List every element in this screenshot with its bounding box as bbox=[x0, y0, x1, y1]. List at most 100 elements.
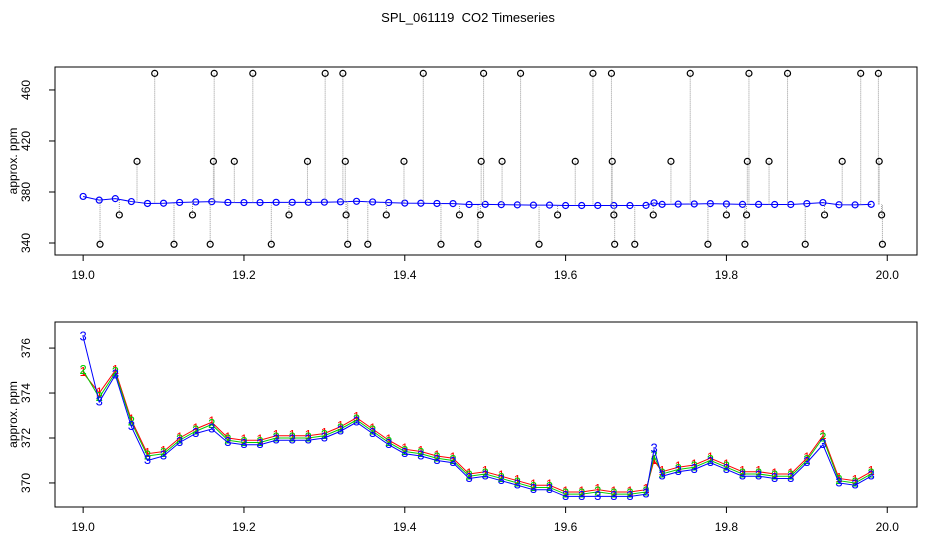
point-marker: 3 bbox=[417, 447, 424, 462]
point-marker: 3 bbox=[401, 445, 408, 460]
point bbox=[143, 199, 152, 208]
point bbox=[115, 211, 123, 219]
point-marker: 1 bbox=[691, 456, 698, 471]
point-marker: 1 bbox=[240, 432, 247, 447]
point bbox=[867, 200, 875, 208]
point bbox=[230, 157, 238, 165]
point-marker: 1 bbox=[385, 432, 392, 447]
point-marker: 2 bbox=[530, 479, 537, 494]
point bbox=[594, 201, 602, 210]
x-tick-label: 20.0 bbox=[876, 520, 900, 534]
point bbox=[741, 240, 749, 248]
point-marker: 3 bbox=[482, 468, 489, 483]
point-marker: 2 bbox=[610, 486, 617, 501]
point bbox=[321, 69, 329, 77]
point bbox=[303, 157, 312, 165]
point-marker: 3 bbox=[240, 436, 247, 451]
point bbox=[224, 198, 232, 207]
point-marker: 3 bbox=[273, 432, 280, 447]
point bbox=[608, 157, 616, 165]
point-marker: 3 bbox=[787, 470, 794, 485]
point-marker: 3 bbox=[530, 481, 537, 496]
point-marker: 3 bbox=[289, 432, 296, 447]
point-marker: 2 bbox=[305, 429, 312, 444]
point-marker: 1 bbox=[144, 445, 151, 460]
point bbox=[838, 157, 846, 165]
point-marker: 1 bbox=[449, 450, 456, 465]
point bbox=[417, 199, 425, 207]
point bbox=[851, 201, 859, 209]
point bbox=[79, 192, 87, 201]
point-marker: 3 bbox=[208, 420, 215, 435]
point bbox=[674, 200, 682, 208]
point bbox=[742, 211, 751, 219]
point bbox=[272, 198, 280, 206]
point-marker: 1 bbox=[578, 483, 585, 498]
point-marker: 3 bbox=[337, 423, 344, 438]
y-tick-label: 380 bbox=[19, 182, 33, 202]
point bbox=[385, 198, 393, 207]
point-marker: 3 bbox=[449, 454, 456, 469]
y-tick-label: 370 bbox=[19, 473, 33, 493]
point-marker: 2 bbox=[417, 445, 424, 460]
point bbox=[401, 199, 409, 207]
point bbox=[783, 69, 792, 77]
x-tick-label: 19.0 bbox=[71, 268, 95, 282]
point-marker: 3 bbox=[224, 434, 231, 449]
plot-frame bbox=[54, 321, 918, 508]
point-marker: 1 bbox=[707, 450, 714, 465]
point-marker: 2 bbox=[369, 423, 376, 438]
point-marker: 1 bbox=[401, 441, 408, 456]
point bbox=[704, 240, 712, 248]
point bbox=[188, 211, 197, 219]
y-tick-label: 374 bbox=[19, 383, 33, 403]
point-marker: 1 bbox=[498, 468, 505, 483]
point-marker: 3 bbox=[755, 468, 762, 483]
point-marker: 2 bbox=[819, 429, 826, 444]
point bbox=[170, 240, 178, 248]
point bbox=[649, 211, 657, 219]
point bbox=[722, 200, 731, 208]
point-marker: 2 bbox=[626, 486, 633, 501]
point bbox=[369, 198, 377, 206]
point-marker: 3 bbox=[707, 454, 714, 469]
point-marker: 3 bbox=[723, 461, 730, 476]
point-marker: 2 bbox=[642, 483, 649, 498]
point-marker: 3 bbox=[626, 488, 633, 503]
point-marker: 2 bbox=[128, 414, 135, 429]
point-marker: 2 bbox=[240, 434, 247, 449]
point-marker: 3 bbox=[353, 414, 360, 429]
x-tick-label: 19.0 bbox=[71, 520, 95, 534]
y-axis-label: approx. ppm bbox=[6, 128, 20, 195]
series-line bbox=[83, 195, 872, 207]
point bbox=[479, 69, 488, 77]
point bbox=[690, 200, 698, 208]
y-tick-label: 460 bbox=[19, 80, 33, 100]
point-marker: 1 bbox=[851, 472, 858, 487]
point bbox=[382, 211, 390, 219]
point bbox=[878, 240, 887, 248]
point-marker: 2 bbox=[80, 362, 87, 377]
y-tick-label: 376 bbox=[19, 338, 33, 358]
plot-frame bbox=[54, 66, 918, 256]
point bbox=[497, 201, 505, 209]
point bbox=[336, 198, 345, 206]
point-marker: 2 bbox=[144, 447, 151, 462]
point bbox=[874, 69, 883, 77]
point-marker: 2 bbox=[224, 432, 231, 447]
point bbox=[631, 240, 639, 248]
point bbox=[545, 201, 554, 209]
point bbox=[474, 240, 482, 248]
point-marker: 1 bbox=[514, 472, 521, 487]
point-marker: 2 bbox=[803, 452, 810, 467]
point bbox=[285, 211, 293, 219]
point bbox=[159, 199, 168, 207]
point-marker: 3 bbox=[851, 477, 858, 492]
point bbox=[745, 69, 753, 77]
point bbox=[111, 195, 119, 203]
point bbox=[878, 211, 886, 219]
x-tick-label: 19.6 bbox=[554, 520, 578, 534]
point bbox=[344, 240, 352, 248]
y-axis-label: approx. ppm bbox=[6, 381, 20, 448]
point-marker: 3 bbox=[385, 436, 392, 451]
